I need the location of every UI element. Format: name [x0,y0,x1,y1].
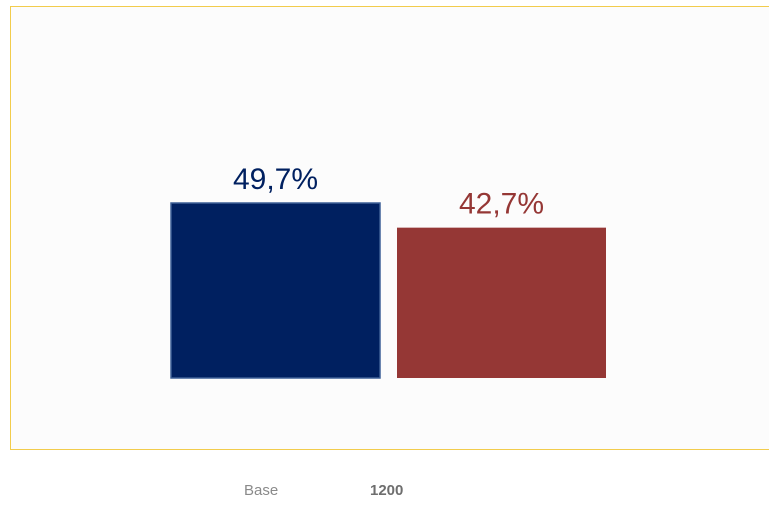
bar-chart: 49,7% 42,7% [170,163,606,379]
bar-2-value-label: 42,7% [459,188,544,221]
bar-1 [170,202,381,379]
bar-1-value-label: 49,7% [233,163,318,196]
base-label: Base [244,482,279,499]
base-value: 1200 [370,482,404,499]
plot-area [10,6,769,450]
bar-2 [397,227,606,378]
